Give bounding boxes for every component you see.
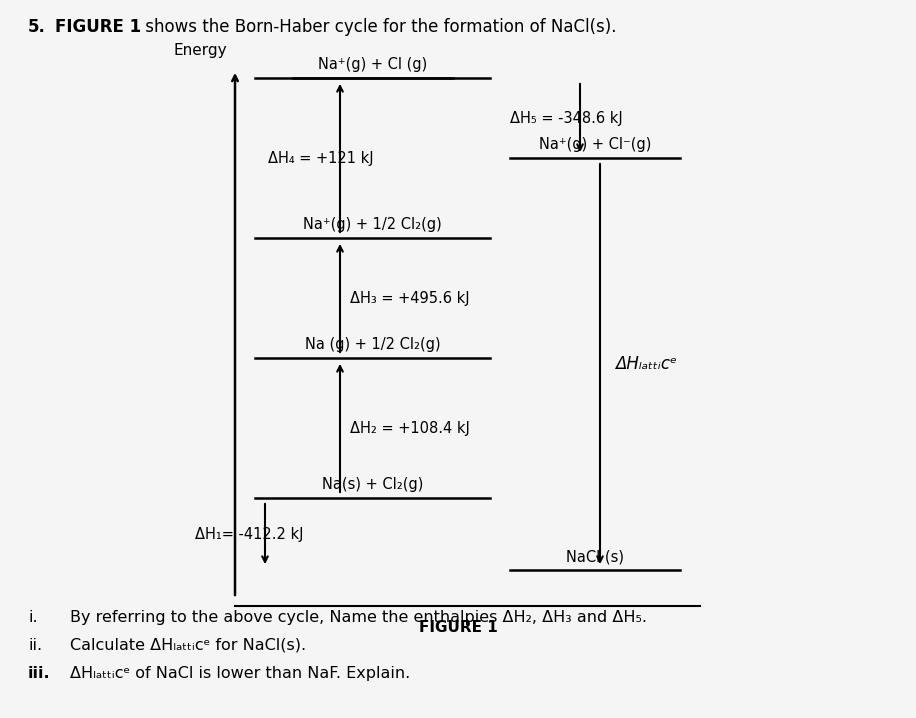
- Text: By referring to the above cycle, Name the enthalpies ΔH₂, ΔH₃ and ΔH₅.: By referring to the above cycle, Name th…: [70, 610, 647, 625]
- Text: Na (g) + 1/2 Cl₂(g): Na (g) + 1/2 Cl₂(g): [305, 337, 441, 352]
- Text: Na(s) + Cl₂(g): Na(s) + Cl₂(g): [322, 477, 423, 492]
- Text: ΔH₅ = -348.6 kJ: ΔH₅ = -348.6 kJ: [510, 111, 623, 126]
- Text: NaCl (s): NaCl (s): [566, 549, 624, 564]
- Text: ΔH₁= -412.2 kJ: ΔH₁= -412.2 kJ: [195, 526, 303, 541]
- Text: iii.: iii.: [28, 666, 50, 681]
- Text: Calculate ΔHₗₐₜₜᵢᴄᵉ for NaCl(s).: Calculate ΔHₗₐₜₜᵢᴄᵉ for NaCl(s).: [70, 638, 306, 653]
- Text: FIGURE 1: FIGURE 1: [419, 620, 497, 635]
- Text: Energy: Energy: [173, 43, 227, 58]
- Text: FIGURE 1: FIGURE 1: [55, 18, 141, 36]
- Text: ΔH₄ = +121 kJ: ΔH₄ = +121 kJ: [268, 151, 374, 166]
- Text: ΔHₗₐₜₜᵢᴄᵉ: ΔHₗₐₜₜᵢᴄᵉ: [615, 355, 677, 373]
- Text: shows the Born-Haber cycle for the formation of NaCl(s).: shows the Born-Haber cycle for the forma…: [140, 18, 616, 36]
- Text: ΔHₗₐₜₜᵢᴄᵉ of NaCl is lower than NaF. Explain.: ΔHₗₐₜₜᵢᴄᵉ of NaCl is lower than NaF. Exp…: [70, 666, 410, 681]
- Text: Na⁺(g) + Cl⁻(g): Na⁺(g) + Cl⁻(g): [539, 137, 651, 152]
- Text: ii.: ii.: [28, 638, 42, 653]
- Text: Na⁺(g) + Cl (g): Na⁺(g) + Cl (g): [318, 57, 427, 72]
- Text: ΔH₃ = +495.6 kJ: ΔH₃ = +495.6 kJ: [350, 291, 470, 305]
- Text: 5.: 5.: [28, 18, 46, 36]
- Text: ΔH₂ = +108.4 kJ: ΔH₂ = +108.4 kJ: [350, 421, 470, 436]
- Text: Na⁺(g) + 1/2 Cl₂(g): Na⁺(g) + 1/2 Cl₂(g): [303, 217, 442, 232]
- Text: i.: i.: [28, 610, 38, 625]
